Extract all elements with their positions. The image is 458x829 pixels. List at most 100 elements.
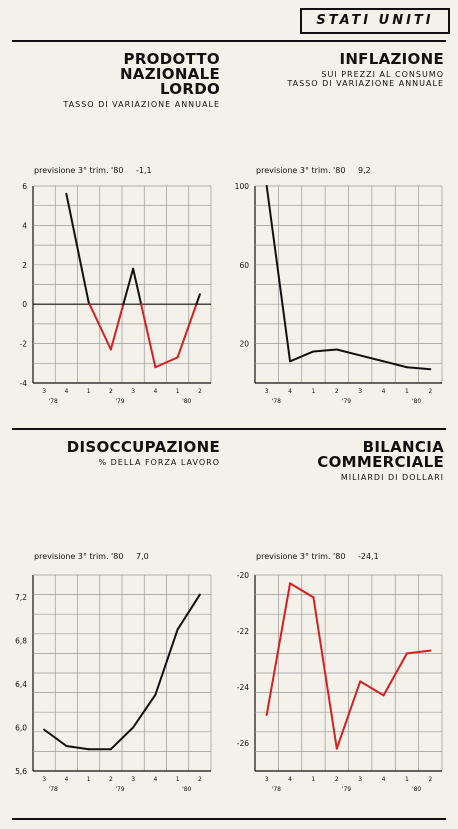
year-label: '79 (342, 398, 351, 405)
forecast-gnp: previsione 3° trim. '80 -1,1 (34, 166, 152, 175)
series-segment (176, 303, 198, 359)
series-segment (154, 356, 179, 369)
y-tick-label: 6,4 (15, 680, 27, 689)
x-tick-label: 3 (265, 776, 269, 783)
x-tick-label: 4 (153, 388, 157, 395)
series-segment (405, 649, 432, 655)
panel-subtitle: TASSO DI VARIAZIONE ANNUALE (63, 100, 220, 109)
y-tick-label: -2 (20, 340, 28, 349)
y-tick-label: 4 (22, 221, 27, 230)
forecast-label: previsione 3° trim. '80 (256, 552, 346, 561)
series-segment (140, 303, 157, 369)
panel-title-line: INFLAZIONE (339, 50, 444, 68)
x-tick-label: 4 (382, 388, 386, 395)
year-label: '79 (115, 786, 124, 793)
y-tick-label: 6,8 (15, 636, 27, 645)
x-tick-label: 1 (87, 388, 91, 395)
x-tick-label: 2 (428, 388, 432, 395)
x-tick-label: 4 (64, 776, 68, 783)
y-tick-label: -4 (20, 379, 28, 388)
x-tick-label: 1 (405, 776, 409, 783)
y-tick-label: 100 (235, 182, 250, 191)
series-segment (195, 293, 201, 306)
y-tick-label: 0 (22, 300, 27, 309)
x-tick-label: 2 (335, 776, 339, 783)
series-segment (65, 744, 90, 751)
chart-panel-2: 7,2 6,8 6,4 6,0 5,6 3 4 1 2 3 4 1 2 '78 '79 '80 (15, 574, 212, 793)
y-tick-label: 20 (239, 340, 249, 349)
series-segment (109, 726, 135, 751)
series-segment (382, 652, 408, 697)
x-tick-label: 2 (198, 388, 202, 395)
panel-title-line: BILANCIA (362, 438, 444, 456)
x-tick-label: 1 (405, 388, 409, 395)
panel-subtitle: MILIARDI DI DOLLARI (340, 473, 444, 482)
y-tick-label: 6 (22, 182, 27, 191)
series-segment (312, 596, 338, 750)
year-label: '79 (342, 786, 351, 793)
panel-subtitle: % DELLA FORZA LAVORO (98, 458, 220, 467)
country-box: STATI UNITI (300, 8, 450, 34)
top-rule (12, 40, 446, 42)
year-label: '78 (272, 398, 281, 405)
series-segment (88, 303, 112, 351)
panel-inflation-header: INFLAZIONE SUI PREZZI AL CONSUMO TASSO D… (240, 50, 444, 89)
y-tick-label: -22 (237, 627, 249, 636)
year-label: '80 (182, 398, 191, 405)
forecast-label: previsione 3° trim. '80 (256, 166, 346, 175)
middle-rule (12, 428, 446, 430)
series-segment (405, 366, 432, 371)
x-tick-label: 4 (288, 776, 292, 783)
series-segment (312, 348, 338, 353)
series-segment (359, 354, 385, 363)
x-tick-label: 1 (176, 388, 180, 395)
x-tick-label: 4 (382, 776, 386, 783)
series-segment (265, 185, 292, 363)
y-tick-label: 5,6 (15, 767, 27, 776)
year-label: '80 (412, 786, 421, 793)
x-tick-label: 3 (42, 776, 46, 783)
panel-title-line: PRODOTTO (123, 50, 220, 68)
forecast-value: 7,0 (135, 552, 149, 561)
y-tick-label: -26 (237, 739, 249, 748)
x-tick-label: 1 (176, 776, 180, 783)
series-segment (132, 693, 157, 729)
forecast-value: 9,2 (357, 166, 371, 175)
series-segment (176, 593, 201, 631)
chart-panel-1: 100 60 20 3 4 1 2 3 4 1 2 '78 '79 '80 (235, 182, 443, 405)
year-label: '80 (182, 786, 191, 793)
forecast-inflation: previsione 3° trim. '80 9,2 (256, 166, 371, 175)
series-segment (359, 680, 385, 697)
series-segment (65, 192, 90, 304)
series-segment (154, 628, 179, 696)
y-tick-label: 6,0 (15, 723, 27, 732)
country-label: STATI UNITI (316, 13, 434, 28)
series-segment (289, 582, 315, 599)
series-segment (265, 582, 292, 716)
forecast-trade: previsione 3° trim. '80 -24,1 (256, 552, 379, 561)
forecast-label: previsione 3° trim. '80 (34, 166, 124, 175)
series-segment (335, 680, 362, 750)
x-tick-label: 1 (312, 388, 316, 395)
series-segment (132, 267, 143, 306)
x-tick-label: 3 (358, 776, 362, 783)
chart-panel-3: -20 -22 -24 -26 3 4 1 2 3 4 1 2 '78 '79 '80 (237, 571, 443, 793)
series-segment (43, 728, 68, 747)
panel-gnp-header: PRODOTTO NAZIONALE LORDO TASSO DI VARIAZ… (20, 50, 220, 110)
forecast-label: previsione 3° trim. '80 (34, 552, 124, 561)
panel-unemployment-header: DISOCCUPAZIONE % DELLA FORZA LAVORO (20, 440, 220, 468)
series-segment (335, 348, 362, 357)
y-tick-label: 7,2 (15, 593, 27, 602)
x-tick-label: 3 (358, 388, 362, 395)
panel-subtitle: SUI PREZZI AL CONSUMO (321, 70, 444, 79)
year-label: '78 (49, 398, 58, 405)
x-tick-label: 2 (335, 388, 339, 395)
series-segment (289, 350, 315, 363)
panel-trade-header: BILANCIA COMMERCIALE MILIARDI DI DOLLARI (240, 438, 444, 483)
x-tick-label: 2 (198, 776, 202, 783)
y-tick-label: -20 (237, 571, 249, 580)
panel-title-line: NAZIONALE (119, 65, 220, 83)
x-tick-label: 1 (87, 776, 91, 783)
x-tick-label: 3 (265, 388, 269, 395)
